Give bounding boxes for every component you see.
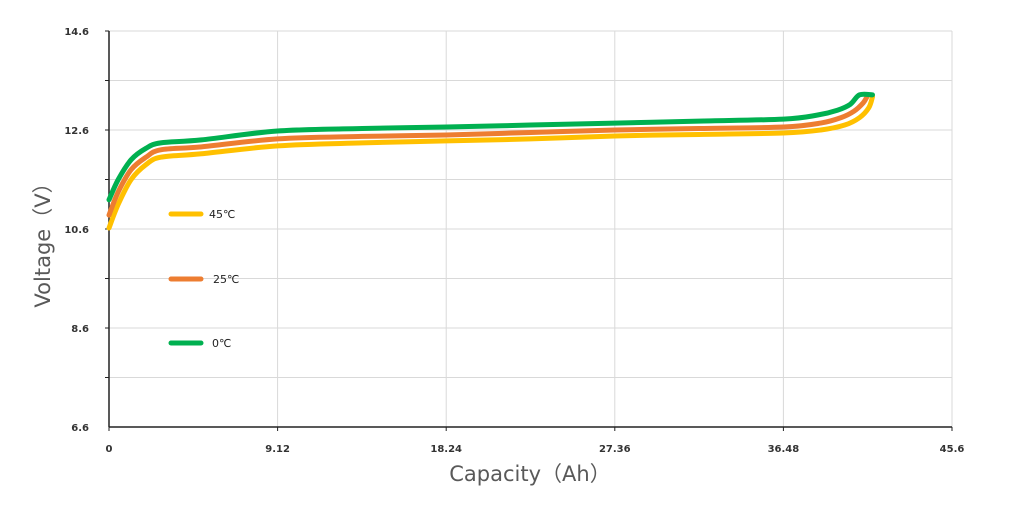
legend: 45℃ 25℃ 0℃ — [168, 208, 239, 350]
y-tick-label: 6.6 — [71, 423, 89, 434]
x-axis-title: Capacity（Ah） — [449, 462, 610, 486]
legend-label: 25℃ — [213, 273, 239, 286]
legend-label: 0℃ — [212, 337, 231, 350]
y-tick-label: 14.6 — [64, 27, 89, 38]
gridlines — [109, 30, 953, 427]
legend-label: 45℃ — [209, 208, 235, 221]
x-tick-label: 27.36 — [599, 444, 631, 455]
axes: 0 9.12 18.24 27.36 36.48 45.6 6.6 8.6 10.6 12.6 14… — [64, 27, 964, 455]
series-line-25c — [106, 94, 870, 218]
y-axis-title: Voltage（V） — [31, 172, 55, 307]
series-line-0c — [106, 91, 876, 203]
series-line-45c — [106, 94, 876, 231]
x-tick-label: 45.6 — [940, 444, 965, 455]
y-tick-label: 10.6 — [64, 225, 89, 236]
x-tick-label: 18.24 — [430, 444, 462, 455]
x-tick-label: 0 — [106, 444, 113, 455]
x-tick-label: 36.48 — [768, 444, 800, 455]
series-lines — [106, 91, 876, 231]
y-tick-label: 8.6 — [71, 324, 89, 335]
y-tick-label: 12.6 — [64, 126, 89, 137]
x-tick-label: 9.12 — [265, 444, 290, 455]
